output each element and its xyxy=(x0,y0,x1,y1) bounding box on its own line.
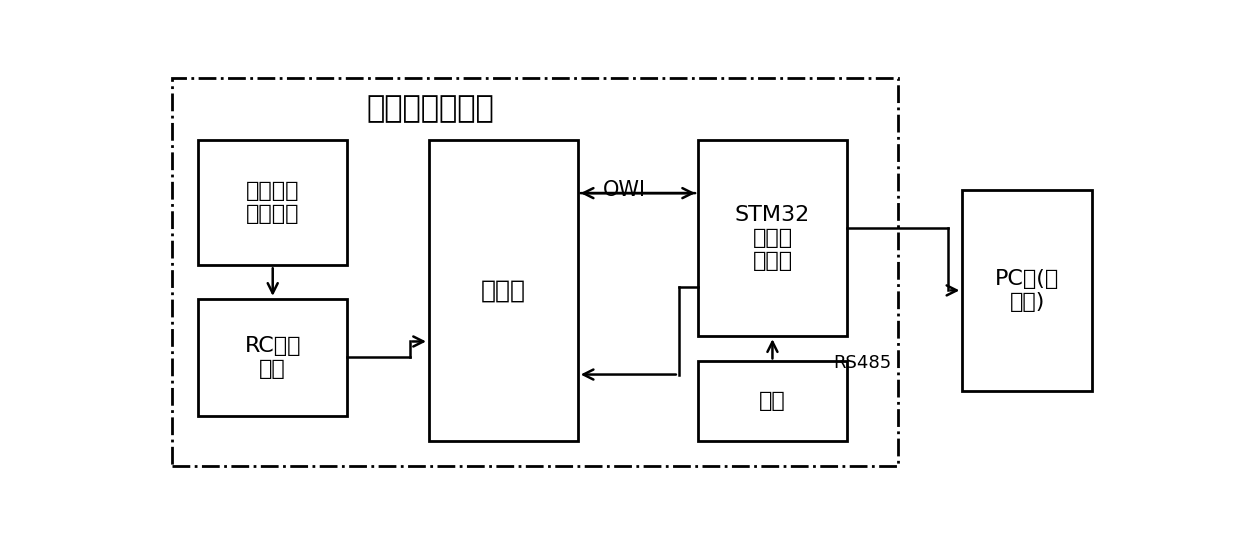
Bar xyxy=(429,140,578,441)
Text: STM32
单片机
校准板: STM32 单片机 校准板 xyxy=(735,205,810,272)
Bar xyxy=(698,362,847,441)
Text: 电源: 电源 xyxy=(759,391,786,411)
Text: OWI: OWI xyxy=(603,180,646,200)
Bar xyxy=(698,140,847,336)
Text: RC震荡
电路: RC震荡 电路 xyxy=(244,335,301,379)
Text: 单片机: 单片机 xyxy=(481,279,526,302)
Text: 温度电阻
湿度电容: 温度电阻 湿度电容 xyxy=(246,181,300,224)
Bar xyxy=(962,190,1092,391)
Text: 高精度温湿度箱: 高精度温湿度箱 xyxy=(367,94,495,124)
Bar xyxy=(172,78,898,466)
Text: RS485: RS485 xyxy=(833,354,892,372)
Bar xyxy=(198,299,347,416)
Text: PC机(上
位机): PC机(上 位机) xyxy=(994,269,1059,312)
Bar xyxy=(198,140,347,266)
